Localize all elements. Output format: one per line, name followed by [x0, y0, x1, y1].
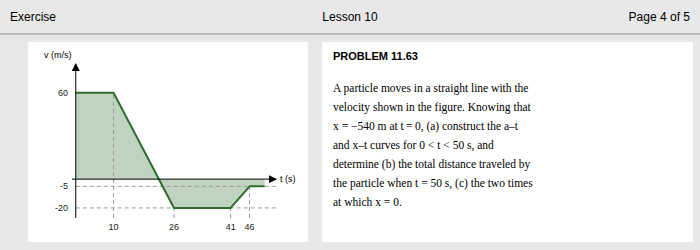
problem-title: PROBLEM 11.63 [333, 50, 418, 62]
x-tick-label: 10 [109, 222, 119, 232]
velocity-line [76, 93, 265, 208]
page: Exercise Lesson 10 Page 4 of 5 10 26 41 46 60 -5… [0, 0, 700, 250]
drop-line [174, 208, 175, 218]
plot-area [76, 93, 276, 218]
y-tick-label: -5 [60, 181, 68, 191]
x-tick-label: 46 [245, 222, 255, 232]
x-tick-label: 26 [169, 222, 179, 232]
background [0, 0, 700, 250]
problem-line: the particle when t = 50 s, (c) the two … [333, 177, 533, 190]
header-rule [0, 33, 700, 35]
drop-line [113, 93, 114, 218]
problem-line: x = −540 m at t = 0, (a) construct the a… [333, 120, 519, 133]
problem-line: at which x = 0. [333, 196, 402, 208]
problem-line: and x–t curves for 0 < t < 50 s, and [333, 139, 494, 152]
y-tick-label: -20 [55, 203, 68, 213]
header-right: Page 4 of 5 [629, 10, 691, 24]
text-panel [322, 42, 693, 242]
reference-line [76, 186, 276, 187]
y-axis-label: v (m/s) [44, 50, 72, 60]
y-tick-label: 60 [58, 88, 68, 98]
drop-line [230, 208, 231, 218]
problem-line: A particle moves in a straight line with… [333, 82, 528, 95]
header-left: Exercise [10, 10, 56, 24]
problem-line: velocity shown in the figure. Knowing th… [333, 101, 532, 114]
x-axis-label: t (s) [280, 174, 296, 184]
problem-line: determine (b) the total distance travele… [333, 158, 531, 171]
drop-line [249, 186, 250, 218]
header-center: Lesson 10 [322, 10, 378, 24]
x-tick-label: 41 [226, 222, 236, 232]
graph-panel [28, 42, 308, 242]
velocity-area [76, 93, 265, 208]
x-axis [72, 179, 276, 180]
y-axis [75, 64, 76, 218]
